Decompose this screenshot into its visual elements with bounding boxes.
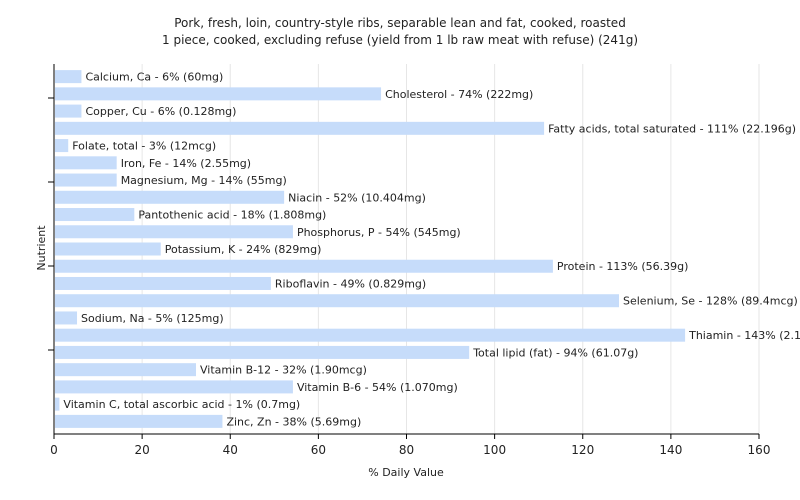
y-axis-label: Nutrient — [35, 225, 48, 271]
bar-label: Sodium, Na - 5% (125mg) — [81, 312, 224, 325]
bar-label: Fatty acids, total saturated - 111% (22.… — [548, 122, 796, 135]
bar — [55, 242, 161, 256]
bar-label: Calcium, Ca - 6% (60mg) — [85, 71, 223, 84]
bar-label: Vitamin B-12 - 32% (1.90mcg) — [200, 364, 367, 377]
chart-title-line1: Pork, fresh, loin, country-style ribs, s… — [174, 16, 626, 30]
axes: 0 20 40 60 80 100 120 140 160 — [48, 64, 770, 457]
bar — [55, 190, 285, 204]
bar-label: Folate, total - 3% (12mcg) — [72, 140, 216, 153]
x-tick-label: 60 — [311, 443, 326, 457]
bar — [55, 380, 293, 394]
x-tick-label: 20 — [134, 443, 149, 457]
x-tick-label: 0 — [50, 443, 58, 457]
x-tick-label: 80 — [399, 443, 414, 457]
bar — [55, 414, 223, 428]
x-axis-label: % Daily Value — [368, 466, 444, 479]
bar-label: Protein - 113% (56.39g) — [557, 260, 689, 273]
bars: Calcium, Ca - 6% (60mg) Cholesterol - 74%… — [55, 70, 800, 428]
bar — [55, 156, 117, 170]
chart-title-line2: 1 piece, cooked, excluding refuse (yield… — [162, 33, 638, 47]
bar — [55, 173, 117, 187]
bar-label: Niacin - 52% (10.404mg) — [288, 191, 426, 204]
bar — [55, 276, 271, 290]
x-tick-label: 40 — [223, 443, 238, 457]
bar — [55, 311, 78, 325]
x-tick-label: 120 — [571, 443, 594, 457]
bar-label: Iron, Fe - 14% (2.55mg) — [121, 157, 251, 170]
x-tick-label: 100 — [483, 443, 506, 457]
bar — [55, 121, 545, 135]
bar — [55, 328, 686, 342]
bar-label: Total lipid (fat) - 94% (61.07g) — [472, 346, 638, 359]
bar-label: Selenium, Se - 128% (89.4mcg) — [623, 295, 798, 308]
bar — [55, 70, 82, 84]
bar-label: Zinc, Zn - 38% (5.69mg) — [226, 415, 361, 428]
bar-label: Thiamin - 143% (2.142mg) — [688, 329, 800, 342]
bar-label: Magnesium, Mg - 14% (55mg) — [121, 174, 287, 187]
bar-label: Potassium, K - 24% (829mg) — [165, 243, 322, 256]
bar — [55, 87, 382, 101]
bar — [55, 345, 470, 359]
bar — [55, 104, 82, 118]
x-tick-label: 160 — [748, 443, 771, 457]
bar — [55, 259, 553, 273]
bar-label: Vitamin B-6 - 54% (1.070mg) — [297, 381, 458, 394]
bar-label: Copper, Cu - 6% (0.128mg) — [85, 105, 236, 118]
bar-label: Phosphorus, P - 54% (545mg) — [297, 226, 461, 239]
bar — [55, 139, 69, 153]
x-tick-label: 140 — [659, 443, 682, 457]
bar-label: Riboflavin - 49% (0.829mg) — [275, 277, 426, 290]
bar — [55, 363, 196, 377]
bar — [55, 294, 619, 308]
bar — [55, 225, 293, 239]
bar-label: Pantothenic acid - 18% (1.808mg) — [138, 209, 326, 222]
bar — [55, 397, 60, 411]
bar — [55, 208, 135, 222]
bar-label: Vitamin C, total ascorbic acid - 1% (0.7… — [63, 398, 300, 411]
bar-label: Cholesterol - 74% (222mg) — [385, 88, 533, 101]
